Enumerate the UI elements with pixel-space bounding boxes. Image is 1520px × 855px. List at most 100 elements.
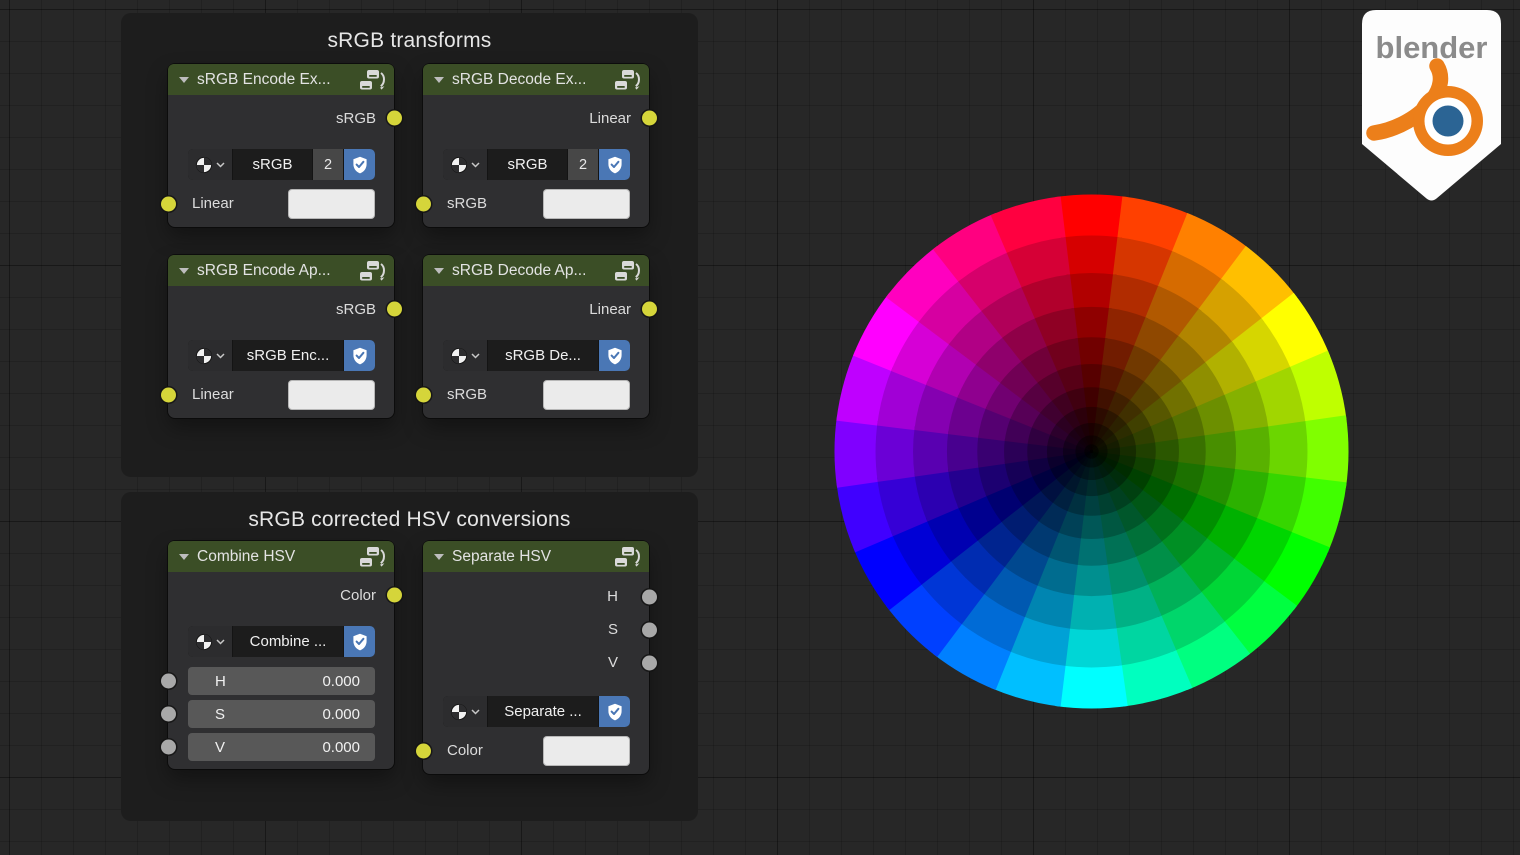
shield-check-icon <box>352 633 367 650</box>
node-group-name-field[interactable]: sRGB Enc... <box>233 340 343 371</box>
input-socket-v[interactable] <box>160 739 176 755</box>
v-value-slider[interactable]: V 0.000 <box>188 733 375 761</box>
fake-user-toggle[interactable] <box>344 149 375 180</box>
color-field[interactable] <box>288 188 375 219</box>
output-socket-color[interactable] <box>386 587 402 603</box>
node-group-selector: sRGB Enc... <box>188 340 375 371</box>
browse-node-group-button[interactable] <box>188 149 232 180</box>
output-socket-color[interactable] <box>641 301 657 317</box>
s-value-slider[interactable]: S 0.000 <box>188 700 375 728</box>
user-count-button[interactable]: 2 <box>313 149 343 180</box>
output-label: S <box>607 621 618 638</box>
node-header: Combine HSV <box>168 541 394 572</box>
fake-user-toggle[interactable] <box>344 340 375 371</box>
chevron-down-icon <box>471 161 480 168</box>
chevron-down-icon <box>216 638 225 645</box>
output-socket-color[interactable] <box>386 301 402 317</box>
blender-logo-badge: blender <box>1362 10 1501 201</box>
collapse-toggle[interactable] <box>179 76 189 83</box>
node-group-icon <box>360 69 385 90</box>
browse-node-group-button[interactable] <box>188 626 232 657</box>
frame-title: sRGB corrected HSV conversions <box>248 508 571 531</box>
browse-node-group-button[interactable] <box>443 340 487 371</box>
input-socket-color[interactable] <box>160 387 176 402</box>
node-group-selector: sRGB De... <box>443 340 630 371</box>
node-srgb-decode-approx[interactable]: sRGB Decode Ap... Linear sRGB De... s <box>415 255 657 418</box>
node-group-icon <box>360 546 385 567</box>
output-socket-color[interactable] <box>386 110 402 126</box>
input-socket-color[interactable] <box>415 387 431 402</box>
browse-node-group-button[interactable] <box>188 340 232 371</box>
slider-value: 0.000 <box>322 738 360 756</box>
node-title: sRGB Encode Ex... <box>197 70 331 88</box>
output-row: sRGB <box>168 103 402 133</box>
input-row: Linear <box>160 379 394 410</box>
node-header: sRGB Decode Ap... <box>423 255 649 286</box>
input-socket-h[interactable] <box>160 673 176 689</box>
user-count-button[interactable]: 2 <box>568 149 598 180</box>
collapse-toggle[interactable] <box>434 76 444 83</box>
node-header: Separate HSV <box>423 541 649 572</box>
input-socket-color[interactable] <box>160 196 176 211</box>
input-socket-color[interactable] <box>415 196 431 211</box>
frame-title: sRGB transforms <box>327 29 492 52</box>
output-socket-s[interactable] <box>641 622 657 637</box>
browse-node-group-button[interactable] <box>443 149 487 180</box>
node-title: Combine HSV <box>197 547 296 565</box>
fake-user-toggle[interactable] <box>599 696 630 727</box>
collapse-toggle[interactable] <box>434 267 444 274</box>
shield-check-icon <box>607 347 622 364</box>
output-socket-color[interactable] <box>641 110 657 126</box>
output-label: sRGB <box>335 300 376 318</box>
hsv-color-wheel <box>834 194 1349 709</box>
h-value-slider[interactable]: H 0.000 <box>188 667 375 695</box>
collapse-toggle[interactable] <box>434 553 444 560</box>
material-sphere-icon <box>195 347 213 364</box>
node-group-name-field[interactable]: Combine ... <box>233 626 343 657</box>
color-field[interactable] <box>543 188 630 219</box>
fake-user-toggle[interactable] <box>599 149 630 180</box>
output-socket-v[interactable] <box>641 655 657 670</box>
chevron-down-icon <box>216 352 225 359</box>
output-row-h: H <box>423 580 657 613</box>
output-row: Linear <box>423 294 657 324</box>
node-group-name-field[interactable]: sRGB <box>488 149 567 180</box>
color-field[interactable] <box>543 735 630 766</box>
node-header: sRGB Encode Ex... <box>168 64 394 95</box>
input-row-v: V 0.000 <box>160 733 394 761</box>
node-group-name-field[interactable]: Separate ... <box>488 696 598 727</box>
input-socket-s[interactable] <box>160 706 176 722</box>
collapse-toggle[interactable] <box>179 267 189 274</box>
color-field[interactable] <box>288 379 375 410</box>
output-row: Linear <box>423 103 657 133</box>
node-separate-hsv[interactable]: Separate HSV H S V Separate ... <box>415 541 657 774</box>
node-group-name-field[interactable]: sRGB <box>233 149 312 180</box>
material-sphere-icon <box>450 703 468 720</box>
node-title: sRGB Decode Ap... <box>452 261 587 279</box>
input-label: Linear <box>192 195 234 212</box>
shield-check-icon <box>607 156 622 173</box>
output-label: Linear <box>589 300 631 318</box>
output-label: Linear <box>589 109 631 127</box>
input-row-s: S 0.000 <box>160 700 394 728</box>
shield-check-icon <box>352 347 367 364</box>
browse-node-group-button[interactable] <box>443 696 487 727</box>
input-socket-color[interactable] <box>415 743 431 758</box>
color-field[interactable] <box>543 379 630 410</box>
node-srgb-encode-extended[interactable]: sRGB Encode Ex... sRGB sRGB 2 <box>160 64 402 227</box>
input-row-h: H 0.000 <box>160 667 394 695</box>
output-socket-h[interactable] <box>641 589 657 604</box>
node-combine-hsv[interactable]: Combine HSV Color Combine ... <box>160 541 402 769</box>
node-group-name-field[interactable]: sRGB De... <box>488 340 598 371</box>
fake-user-toggle[interactable] <box>599 340 630 371</box>
blender-wordmark: blender <box>1376 30 1488 65</box>
node-srgb-decode-extended[interactable]: sRGB Decode Ex... Linear sRGB 2 <box>415 64 657 227</box>
fake-user-toggle[interactable] <box>344 626 375 657</box>
node-group-selector: sRGB 2 <box>443 149 630 180</box>
chevron-down-icon <box>471 708 480 715</box>
node-srgb-encode-approx[interactable]: sRGB Encode Ap... sRGB sRGB Enc... Li <box>160 255 402 418</box>
slider-label: S <box>215 705 226 723</box>
chevron-down-icon <box>471 352 480 359</box>
collapse-toggle[interactable] <box>179 553 189 560</box>
